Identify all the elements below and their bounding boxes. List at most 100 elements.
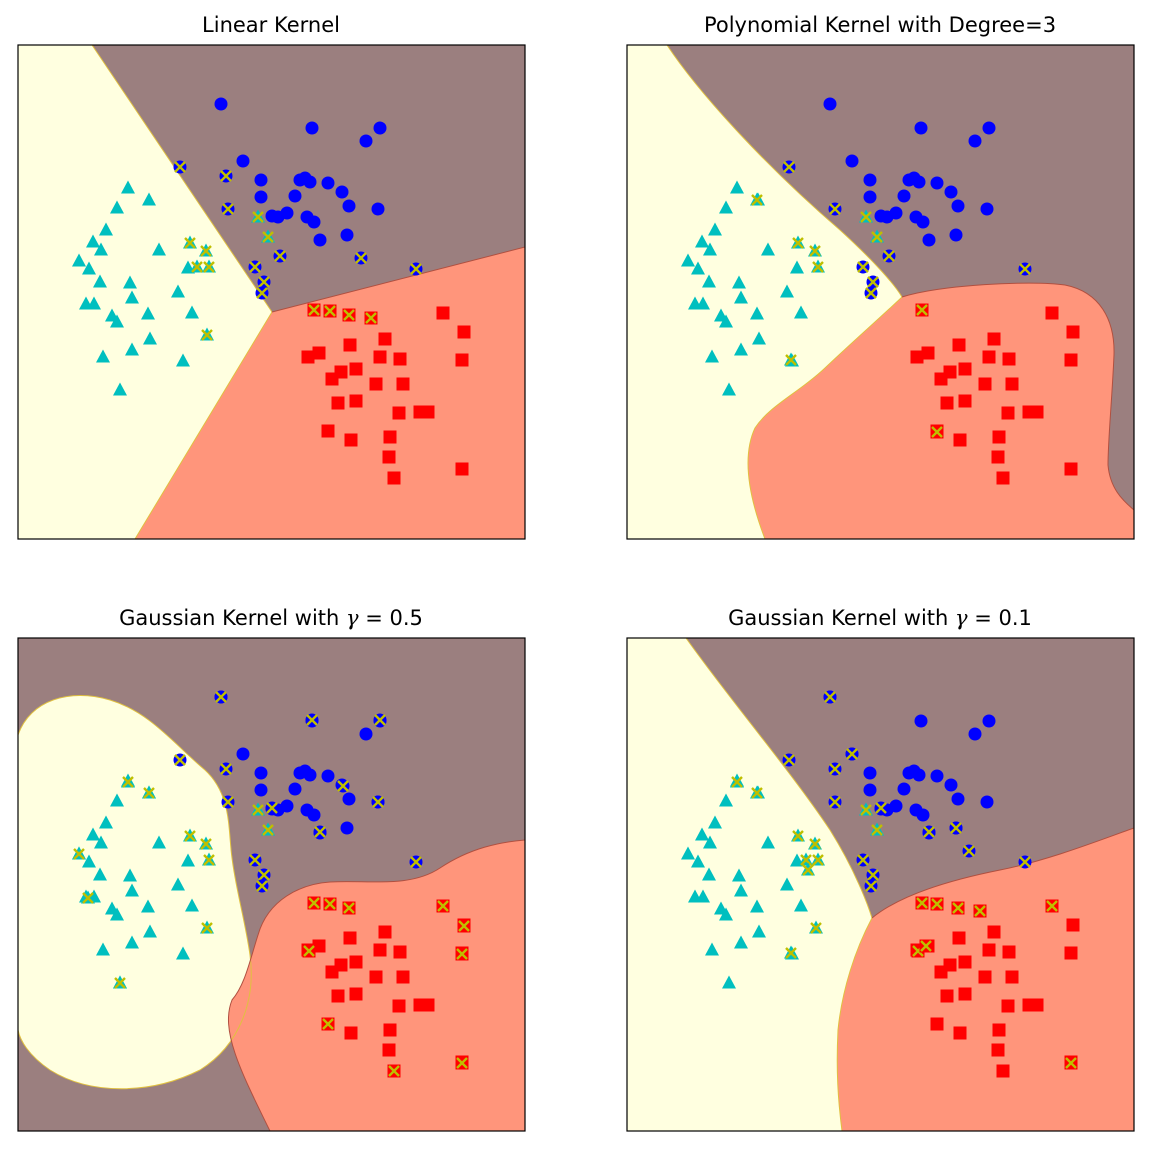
support-vector-marker <box>458 920 470 932</box>
red-class-point <box>378 332 392 346</box>
decision-boundary <box>271 246 525 313</box>
cyan-class-point <box>794 898 808 912</box>
support-vector-marker <box>824 691 836 703</box>
cyan-class-point <box>185 898 199 912</box>
red-class-point <box>987 332 1001 346</box>
red-class-point <box>392 999 406 1013</box>
support-vector-marker <box>800 854 812 866</box>
support-vector-marker <box>456 1057 468 1069</box>
red-class-point <box>312 346 326 360</box>
support-vector-marker <box>308 304 320 316</box>
blue-class-point <box>897 782 911 796</box>
red-class-point <box>940 989 954 1003</box>
blue-class-point <box>271 210 285 224</box>
red-class-point <box>382 450 396 464</box>
red-class-point <box>436 306 450 320</box>
support-vector-marker <box>871 231 883 243</box>
blue-class-point <box>880 210 894 224</box>
cyan-class-point <box>681 253 695 267</box>
blue-class-point <box>863 173 877 187</box>
red-class-point <box>992 430 1006 444</box>
cyan-class-point <box>750 306 764 320</box>
cyan-class-point <box>794 305 808 319</box>
blue-class-point <box>335 185 349 199</box>
support-vector-marker <box>365 312 377 324</box>
red-class-point <box>996 471 1010 485</box>
red-class-point <box>982 350 996 364</box>
blue-class-point <box>845 154 859 168</box>
cyan-class-point <box>681 846 695 860</box>
red-class-point <box>312 939 326 953</box>
blue-class-point <box>303 175 317 189</box>
cyan-class-point <box>780 284 794 298</box>
chart-gaussian-kernel-0-5: Gaussian Kernel with γ = 0.5 <box>17 606 526 1132</box>
red-class-point <box>978 970 992 984</box>
blue-class-point <box>313 233 327 247</box>
region-cyan-class <box>627 638 872 1131</box>
red-class-point <box>373 350 387 364</box>
red-class-point <box>1066 918 1080 932</box>
support-vector-marker <box>792 237 804 249</box>
blue-class-point <box>930 769 944 783</box>
blue-class-point <box>373 121 387 135</box>
cyan-class-point <box>702 274 716 288</box>
cyan-class-point <box>719 793 733 807</box>
blue-class-point <box>236 154 250 168</box>
blue-class-point <box>912 768 926 782</box>
cyan-class-point <box>99 815 113 829</box>
cyan-class-point <box>185 305 199 319</box>
support-vector-marker <box>410 856 422 868</box>
red-class-point <box>1001 999 1015 1013</box>
support-vector-marker <box>201 329 213 341</box>
red-class-point <box>349 362 363 376</box>
support-vector-marker <box>220 763 232 775</box>
red-class-point <box>369 377 383 391</box>
blue-class-point <box>359 727 373 741</box>
cyan-class-point <box>141 899 155 913</box>
decision-regions <box>18 638 525 1131</box>
support-vector-marker <box>751 787 763 799</box>
decision-boundary <box>228 839 525 1131</box>
chart-title: Gaussian Kernel with γ = 0.5 <box>119 606 423 630</box>
blue-class-point <box>254 190 268 204</box>
blue-class-point <box>968 134 982 148</box>
support-vector-marker <box>174 161 186 173</box>
support-vector-marker <box>372 796 384 808</box>
cyan-class-point <box>110 200 124 214</box>
cyan-class-point <box>695 234 709 248</box>
cyan-class-point <box>790 260 804 274</box>
cyan-class-point <box>176 946 190 960</box>
red-class-point <box>982 943 996 957</box>
cyan-class-point <box>696 889 710 903</box>
red-class-point <box>1002 352 1016 366</box>
chart-polynomial-kernel: Polynomial Kernel with Degree=3 <box>626 13 1135 540</box>
blue-class-point <box>951 199 965 213</box>
red-class-point <box>1064 353 1078 367</box>
support-vector-marker <box>920 940 932 952</box>
cyan-class-point <box>110 907 124 921</box>
cyan-class-point <box>99 222 113 236</box>
region-cyan-class <box>627 45 902 539</box>
support-vector-marker <box>252 804 264 816</box>
blue-class-point <box>340 821 354 835</box>
support-vector-marker <box>931 898 943 910</box>
blue-class-point <box>914 121 928 135</box>
red-class-point <box>383 1023 397 1037</box>
support-vector-marker <box>916 897 928 909</box>
cyan-class-point <box>703 835 717 849</box>
blue-class-point <box>916 808 930 822</box>
support-vector-marker <box>783 161 795 173</box>
support-vector-marker <box>355 252 367 264</box>
cyan-class-point <box>780 877 794 891</box>
cyan-class-point <box>761 242 775 256</box>
cyan-class-point <box>82 854 96 868</box>
support-vector-marker <box>308 897 320 909</box>
support-vector-marker <box>810 922 822 934</box>
red-class-point <box>396 970 410 984</box>
cyan-class-point <box>152 835 166 849</box>
cyan-class-point <box>121 180 135 194</box>
red-class-point <box>910 350 924 364</box>
blue-class-point <box>863 783 877 797</box>
cyan-class-point <box>705 349 719 363</box>
red-class-point <box>301 350 315 364</box>
